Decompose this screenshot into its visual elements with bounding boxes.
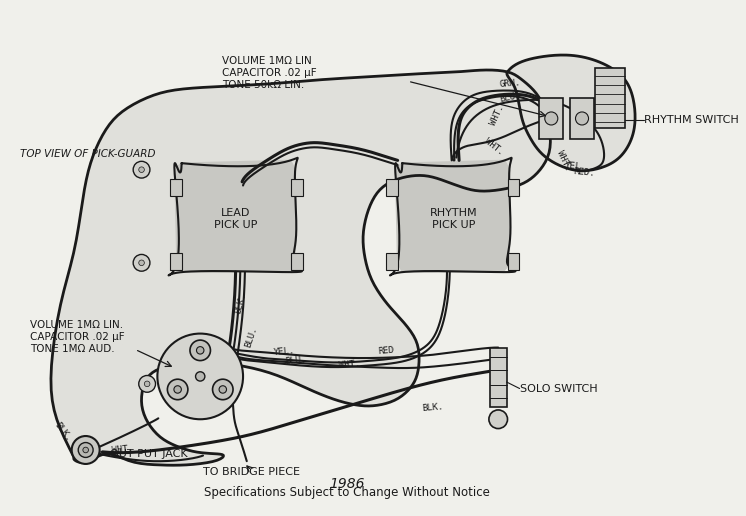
- Circle shape: [575, 112, 589, 125]
- Text: TONE 1MΩ AUD.: TONE 1MΩ AUD.: [30, 344, 114, 354]
- FancyBboxPatch shape: [292, 179, 303, 196]
- Polygon shape: [51, 70, 549, 465]
- Circle shape: [139, 376, 155, 392]
- FancyBboxPatch shape: [490, 348, 507, 407]
- Text: WHT.: WHT.: [338, 359, 360, 370]
- Circle shape: [139, 167, 144, 172]
- Text: RED: RED: [378, 346, 395, 357]
- Circle shape: [545, 112, 558, 125]
- Circle shape: [78, 443, 93, 458]
- Text: CAPACITOR .02 μF: CAPACITOR .02 μF: [30, 332, 125, 342]
- Text: 1986: 1986: [330, 476, 365, 491]
- Text: WHT.: WHT.: [555, 149, 572, 172]
- Circle shape: [489, 410, 507, 429]
- Circle shape: [83, 447, 89, 453]
- FancyBboxPatch shape: [170, 179, 181, 196]
- Text: VOLUME 1MΩ LIN: VOLUME 1MΩ LIN: [222, 56, 311, 66]
- Text: TO BRIDGE PIECE: TO BRIDGE PIECE: [203, 467, 300, 477]
- Text: BLU.: BLU.: [244, 326, 259, 349]
- Circle shape: [139, 260, 144, 266]
- Text: WHT.: WHT.: [112, 445, 134, 456]
- Text: TONE 50kΩ LIN.: TONE 50kΩ LIN.: [222, 80, 304, 90]
- FancyBboxPatch shape: [386, 253, 398, 270]
- FancyBboxPatch shape: [539, 98, 563, 139]
- Text: YEL.: YEL.: [273, 346, 295, 357]
- Text: OUT PUT JACK: OUT PUT JACK: [110, 449, 187, 459]
- Text: BLK.: BLK.: [53, 421, 74, 444]
- FancyBboxPatch shape: [386, 179, 398, 196]
- Polygon shape: [175, 160, 296, 272]
- Circle shape: [134, 254, 150, 271]
- Text: SOLO SWITCH: SOLO SWITCH: [520, 383, 598, 394]
- Text: PICK UP: PICK UP: [432, 220, 475, 230]
- Circle shape: [219, 386, 227, 393]
- FancyBboxPatch shape: [170, 253, 181, 270]
- Text: YEL.: YEL.: [565, 162, 586, 172]
- Circle shape: [195, 372, 205, 381]
- FancyBboxPatch shape: [507, 179, 518, 196]
- Text: BLK.: BLK.: [422, 402, 444, 413]
- Circle shape: [174, 386, 181, 393]
- Text: WHT.: WHT.: [483, 136, 505, 156]
- FancyBboxPatch shape: [507, 253, 518, 270]
- Text: BLU.: BLU.: [285, 355, 307, 366]
- Text: BLK.: BLK.: [233, 292, 248, 314]
- Circle shape: [72, 436, 100, 464]
- Text: CAPACITOR .02 μF: CAPACITOR .02 μF: [222, 68, 316, 78]
- Text: RHYTHM SWITCH: RHYTHM SWITCH: [645, 116, 739, 125]
- Polygon shape: [396, 160, 510, 272]
- Text: BLU.: BLU.: [499, 90, 521, 104]
- Circle shape: [196, 347, 204, 354]
- Text: TOP VIEW OF PICK-GUARD: TOP VIEW OF PICK-GUARD: [20, 149, 156, 159]
- Text: RED.: RED.: [573, 167, 595, 178]
- Circle shape: [167, 379, 188, 400]
- Text: WHT.: WHT.: [489, 104, 506, 127]
- FancyBboxPatch shape: [292, 253, 303, 270]
- Text: GRN.: GRN.: [499, 78, 521, 89]
- Circle shape: [213, 379, 233, 400]
- Text: VOLUME 1MΩ LIN.: VOLUME 1MΩ LIN.: [30, 320, 123, 330]
- Text: PICK UP: PICK UP: [214, 220, 257, 230]
- Polygon shape: [507, 55, 635, 171]
- Text: Specifications Subject to Change Without Notice: Specifications Subject to Change Without…: [204, 486, 490, 499]
- Circle shape: [144, 381, 150, 386]
- Circle shape: [157, 333, 243, 420]
- FancyBboxPatch shape: [570, 98, 594, 139]
- FancyBboxPatch shape: [595, 68, 625, 128]
- Circle shape: [190, 340, 210, 361]
- Text: RHYTHM: RHYTHM: [430, 208, 477, 218]
- Text: LEAD: LEAD: [221, 208, 251, 218]
- Circle shape: [134, 162, 150, 178]
